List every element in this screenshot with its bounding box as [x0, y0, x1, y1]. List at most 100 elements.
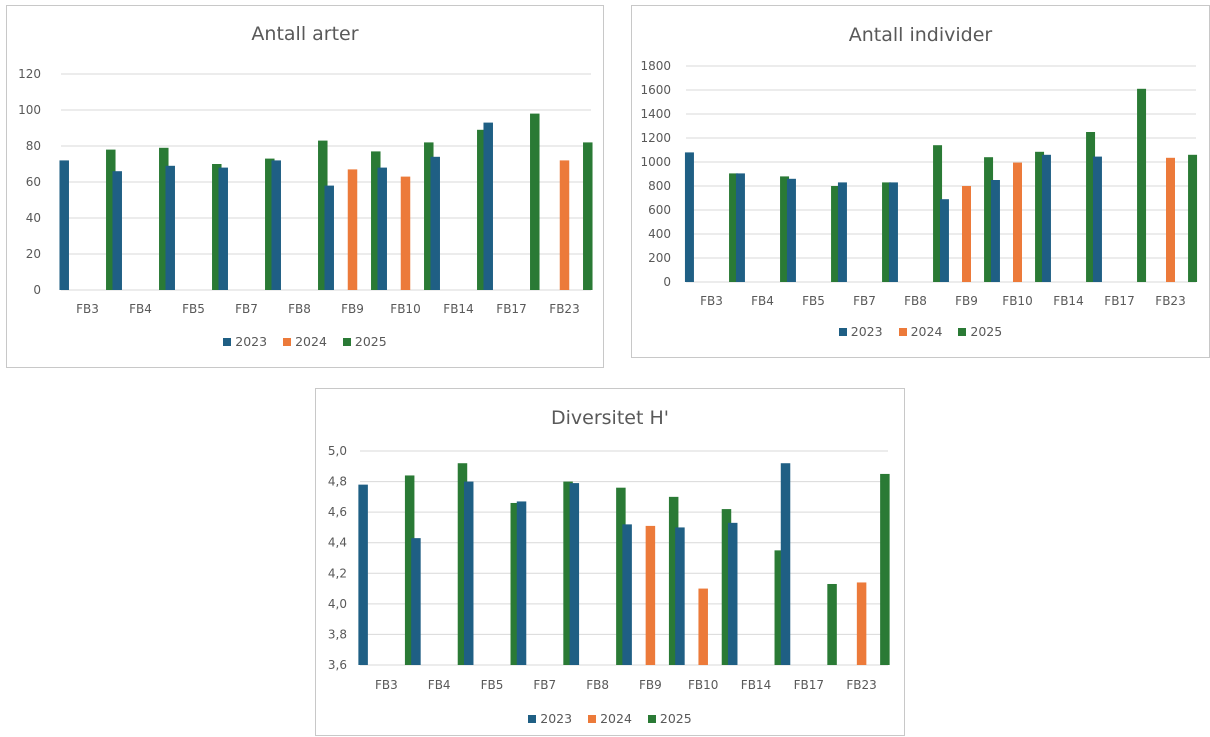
- legend-item-2025: 2025: [647, 711, 692, 726]
- bar-2024-FB9: [347, 169, 358, 290]
- y-tick-label: 400: [648, 227, 671, 241]
- y-tick-label: 3,6: [328, 658, 347, 672]
- bar-2023-FB3: [59, 160, 69, 290]
- bar-2025-FB17: [1137, 88, 1147, 282]
- y-tick-label: 1200: [640, 131, 671, 145]
- y-tick-label: 120: [18, 67, 41, 81]
- bar-2023-FB14: [1041, 154, 1051, 282]
- bar-2023-FB9: [622, 524, 632, 665]
- x-tick-label: FB14: [1053, 294, 1083, 308]
- x-tick-label: FB10: [1002, 294, 1032, 308]
- chart-legend: 2023 2024 2025: [316, 711, 904, 726]
- bar-2023-FB8: [569, 483, 580, 665]
- bar-2023-FB4: [411, 538, 421, 665]
- y-tick-label: 4,0: [328, 597, 347, 611]
- chart-legend: 2023 2024 2025: [632, 324, 1209, 339]
- x-tick-label: FB9: [341, 302, 364, 316]
- bar-2025-FB4: [457, 463, 468, 665]
- chart-title: Diversitet H': [551, 407, 669, 429]
- y-tick-label: 20: [26, 247, 41, 261]
- x-tick-label: FB7: [853, 294, 876, 308]
- bar-2024-FB9: [645, 525, 656, 665]
- x-tick-label: FB14: [741, 678, 771, 692]
- bar-2023-FB3: [358, 484, 368, 665]
- x-tick-label: FB14: [443, 302, 473, 316]
- bar-2025-FB9: [371, 151, 381, 290]
- legend-label: 2023: [850, 324, 883, 339]
- legend-label: 2025: [659, 711, 692, 726]
- legend-item-2023: 2023: [223, 334, 267, 349]
- bar-2025-FB5: [831, 186, 841, 282]
- x-tick-label: FB3: [700, 294, 723, 308]
- y-tick-label: 1000: [640, 155, 671, 169]
- bar-2023-FB3: [684, 152, 694, 282]
- bar-2023-FB7: [837, 182, 847, 282]
- y-tick-label: 80: [26, 139, 41, 153]
- bar-2023-FB17: [483, 122, 493, 290]
- bar-2023-FB14: [430, 156, 440, 290]
- x-tick-label: FB3: [375, 678, 398, 692]
- legend-label: 2024: [295, 334, 327, 349]
- legend-label: 2024: [910, 324, 943, 339]
- bar-2023-FB5: [786, 178, 796, 282]
- bar-2023-FB5: [165, 165, 175, 290]
- y-tick-label: 4,4: [328, 536, 347, 550]
- legend-swatch-2024: [588, 714, 597, 723]
- bar-2024-FB23: [559, 160, 570, 290]
- bar-2023-FB4: [112, 171, 122, 290]
- bar-2023-FB9: [324, 185, 334, 290]
- legend-label: 2024: [600, 711, 632, 726]
- x-tick-label: FB17: [496, 302, 526, 316]
- y-tick-label: 100: [18, 103, 41, 117]
- bar-2024-FB10: [1013, 162, 1022, 282]
- x-tick-label: FB4: [751, 294, 774, 308]
- legend-label: 2023: [235, 334, 268, 349]
- bar-2025-FB10: [1035, 151, 1045, 282]
- x-tick-label: FB8: [288, 302, 311, 316]
- bar-2025-FB4: [159, 147, 169, 290]
- bar-2025-FB7: [882, 182, 892, 282]
- bar-2025-FB7: [265, 158, 275, 290]
- bar-2023-FB5: [463, 481, 474, 665]
- x-tick-label: FB5: [481, 678, 504, 692]
- bar-2024-FB10: [400, 176, 411, 290]
- legend-item-2023: 2023: [528, 711, 572, 726]
- x-tick-label: FB4: [428, 678, 451, 692]
- bar-2023-FB14: [727, 522, 738, 665]
- bar-2025-FB10: [424, 142, 434, 290]
- x-tick-label: FB17: [794, 678, 824, 692]
- x-tick-label: FB23: [549, 302, 579, 316]
- legend-swatch-2025: [342, 337, 351, 346]
- bar-2023-FB17: [1092, 156, 1102, 282]
- bar-2025-FB23: [583, 142, 593, 290]
- y-tick-label: 40: [26, 211, 41, 225]
- legend-swatch-2023: [838, 327, 847, 336]
- bar-2023-FB10: [675, 527, 685, 665]
- legend-swatch-2025: [958, 327, 967, 336]
- bar-2025-FB7: [563, 481, 573, 665]
- legend-item-2024: 2024: [898, 324, 943, 339]
- chart-panel-diversitet: Diversitet H' 3,6 3,8 4,0 4,2 4,4 4,6 4,8 5,0 FB…: [315, 388, 905, 736]
- bar-2024-FB23: [1166, 157, 1175, 282]
- x-tick-label: FB3: [76, 302, 99, 316]
- legend-item-2024: 2024: [588, 711, 632, 726]
- bar-2025-FB14: [477, 129, 487, 290]
- x-tick-label: FB4: [129, 302, 152, 316]
- bar-2025-FB17: [827, 583, 837, 665]
- bar-2025-FB9: [668, 496, 679, 665]
- y-tick-label: 4,2: [328, 566, 347, 580]
- bar-2025-FB3: [404, 475, 415, 665]
- chart-legend: 2023 2024 2025: [7, 334, 603, 349]
- x-tick-label: FB10: [688, 678, 718, 692]
- bar-2025-FB8: [933, 145, 943, 282]
- bar-2025-FB17: [530, 113, 540, 290]
- y-tick-label: 3,8: [328, 627, 347, 641]
- y-tick-label: 1400: [640, 107, 671, 121]
- bar-chart-antall-individer: 0 200 400 600 800 1000 1200 1400 1600 1800 FB3 FB4 F…: [640, 59, 1198, 308]
- x-tick-label: FB10: [390, 302, 420, 316]
- x-tick-label: FB17: [1104, 294, 1134, 308]
- y-tick-label: 0: [33, 283, 41, 297]
- x-tick-label: FB8: [586, 678, 609, 692]
- legend-item-2023: 2023: [838, 324, 883, 339]
- x-tick-label: FB7: [235, 302, 258, 316]
